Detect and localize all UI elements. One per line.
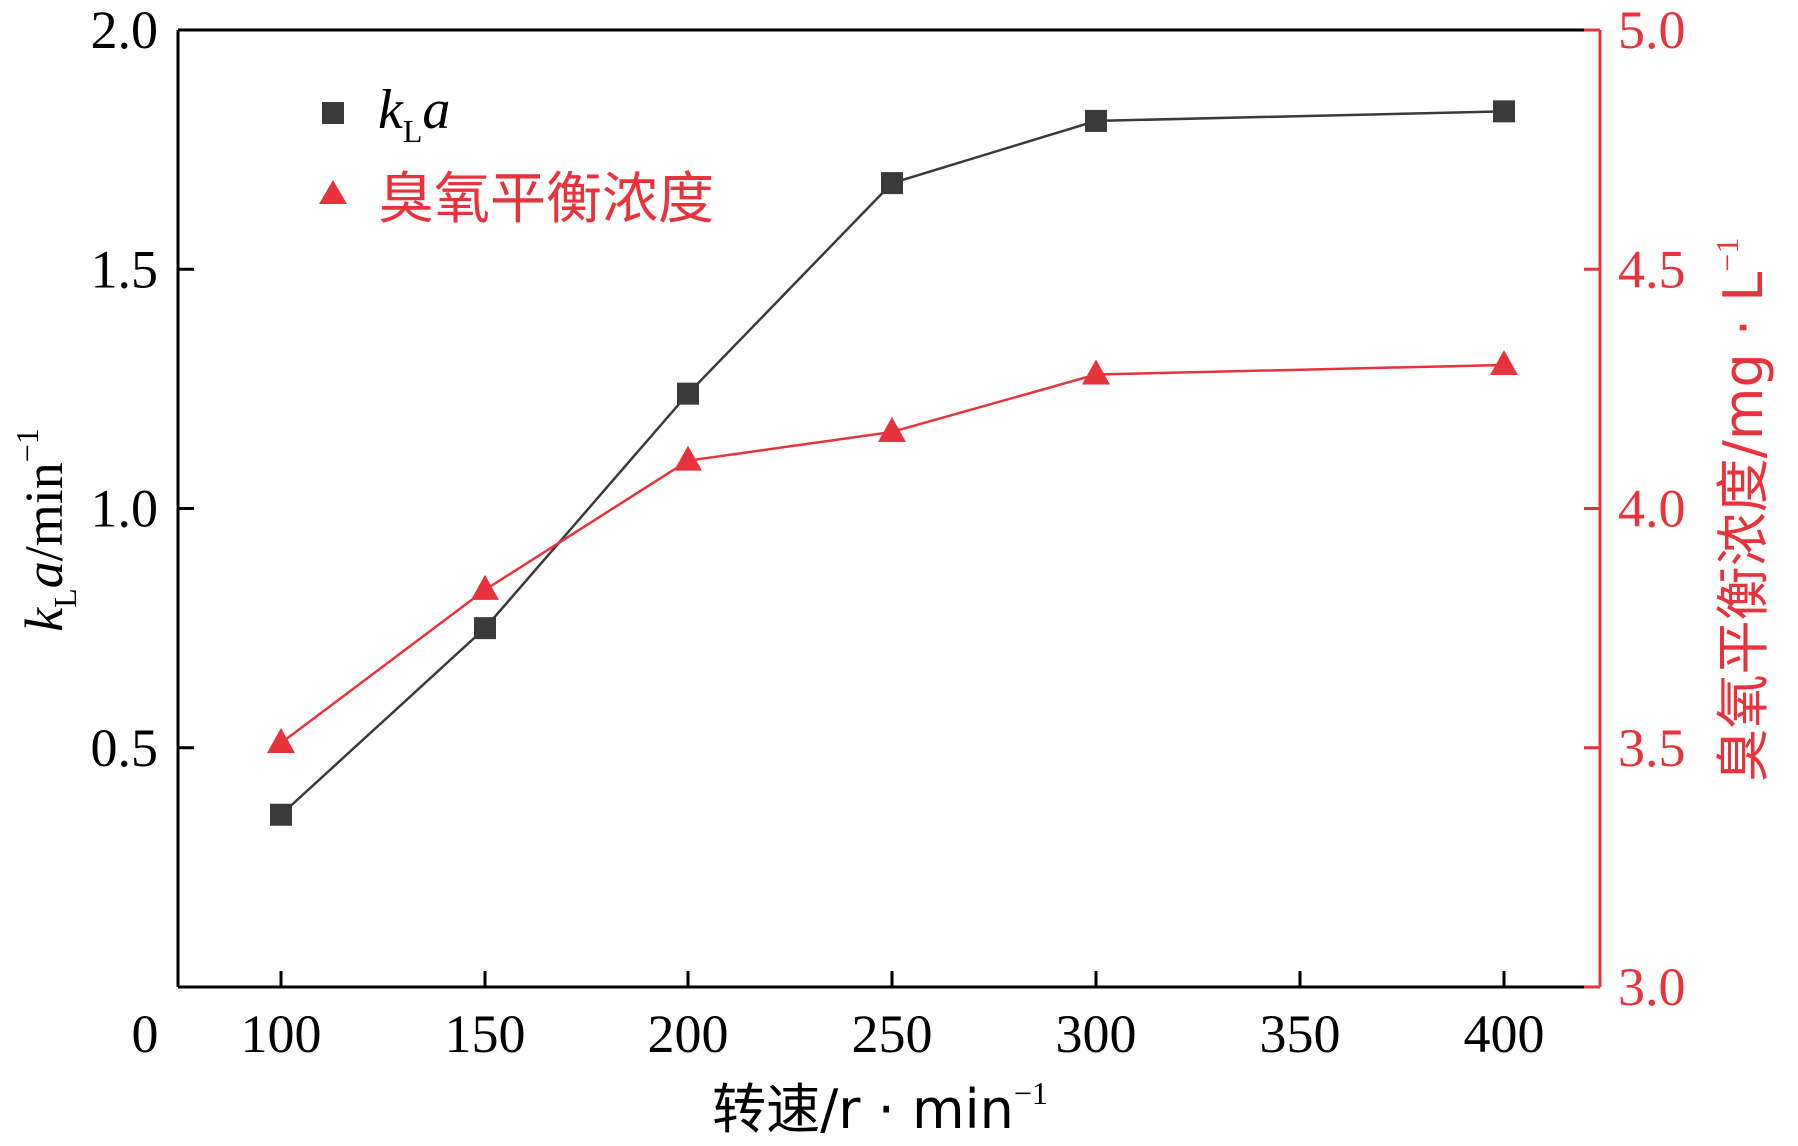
x-tick-label: 0 xyxy=(132,1004,159,1064)
series-1-point xyxy=(267,727,295,753)
x-tick-label: 200 xyxy=(648,1004,729,1064)
series-layer xyxy=(267,100,1518,826)
series-1-point xyxy=(1082,359,1110,385)
legend-marker-ozone xyxy=(319,180,347,204)
legend-marker-kla xyxy=(322,102,344,124)
series-0-point xyxy=(474,617,496,640)
legend-label-kla: kLa xyxy=(378,79,450,149)
left-y-tick-label: 1.5 xyxy=(91,239,159,299)
left-y-tick-label: 2.0 xyxy=(91,0,159,60)
left-y-axis-title: kLa/min−1 xyxy=(9,428,83,632)
series-line-1 xyxy=(280,363,1505,744)
x-axis-title-sup: −1 xyxy=(1014,1075,1048,1111)
x-tick-label: 300 xyxy=(1056,1004,1137,1064)
x-axis-title-text: 转速/r · min xyxy=(712,1078,1014,1141)
series-1-point xyxy=(471,574,499,600)
legend-label-kla-a: a xyxy=(422,79,450,141)
series-0-point xyxy=(1493,100,1515,123)
x-tick-label: 350 xyxy=(1260,1004,1341,1064)
series-0-point xyxy=(1085,109,1107,132)
legend: kLa 臭氧平衡浓度 xyxy=(319,79,714,232)
left-y-axis-title-rest: /min xyxy=(14,462,74,561)
series-0-point xyxy=(270,803,292,826)
right-y-tick-label: 3.5 xyxy=(1618,718,1686,778)
x-tick-label: 400 xyxy=(1464,1004,1545,1064)
right-y-axis-ticks: 3.0 3.5 4.0 4.5 5.0 xyxy=(1584,0,1686,1017)
left-y-axis-title-a: a xyxy=(14,561,74,588)
right-y-axis-title-sup: −1 xyxy=(1709,238,1745,272)
x-axis-title: 转速/r · min−1 xyxy=(712,1075,1048,1141)
left-y-axis-ticks: 0.5 1.0 1.5 2.0 xyxy=(91,0,194,778)
series-1-point xyxy=(674,445,702,471)
right-y-tick-label: 4.5 xyxy=(1618,239,1686,299)
series-1-point xyxy=(1490,349,1518,375)
legend-label-kla-sub: L xyxy=(403,113,423,149)
legend-label-ozone: 臭氧平衡浓度 xyxy=(378,167,714,232)
left-y-tick-label: 1.0 xyxy=(91,479,159,539)
series-0-point xyxy=(677,382,699,405)
left-y-axis-title-k: k xyxy=(14,607,74,632)
x-tick-label: 150 xyxy=(445,1004,526,1064)
left-y-axis-title-sub: L xyxy=(47,588,83,608)
right-y-tick-label: 3.0 xyxy=(1618,957,1686,1017)
x-axis-ticks: 0 100 150 200 250 300 350 400 xyxy=(132,971,1545,1064)
right-y-tick-label: 5.0 xyxy=(1618,0,1686,60)
legend-label-kla-k: k xyxy=(378,79,404,141)
series-0-point xyxy=(881,172,903,195)
right-y-tick-label: 4.0 xyxy=(1618,479,1686,539)
right-y-axis-title-text: 臭氧平衡浓度/mg · L xyxy=(1712,272,1775,783)
right-y-axis-title: 臭氧平衡浓度/mg · L−1 xyxy=(1709,238,1775,783)
x-tick-label: 250 xyxy=(852,1004,933,1064)
left-y-tick-label: 0.5 xyxy=(91,718,159,778)
x-tick-label: 100 xyxy=(241,1004,322,1064)
series-line-0 xyxy=(280,110,1505,816)
series-1-point xyxy=(878,416,906,442)
left-y-axis-title-sup: −1 xyxy=(9,428,45,462)
